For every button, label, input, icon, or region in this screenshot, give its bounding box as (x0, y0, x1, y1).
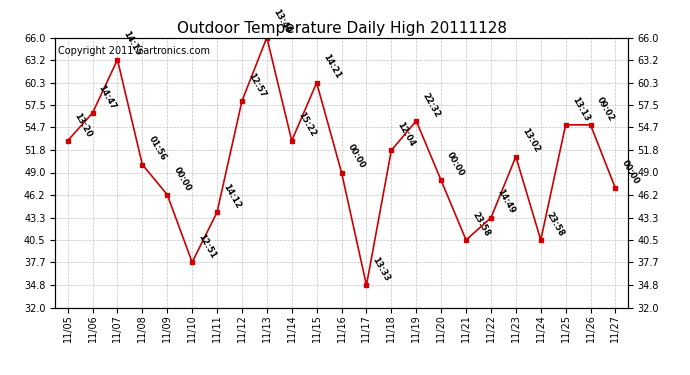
Text: 13:13: 13:13 (570, 95, 591, 123)
Text: 12:51: 12:51 (197, 232, 217, 260)
Text: 14:21: 14:21 (321, 53, 342, 81)
Text: 15:22: 15:22 (296, 111, 317, 139)
Title: Outdoor Temperature Daily High 20111128: Outdoor Temperature Daily High 20111128 (177, 21, 506, 36)
Text: 23:58: 23:58 (545, 210, 566, 238)
Text: 00:00: 00:00 (171, 165, 193, 193)
Text: 00:00: 00:00 (346, 143, 366, 170)
Text: 13:02: 13:02 (520, 127, 541, 154)
Text: 13:20: 13:20 (72, 111, 93, 139)
Text: 00:00: 00:00 (620, 159, 640, 186)
Text: 13:49: 13:49 (271, 8, 292, 35)
Text: Copyright 2011 Cartronics.com: Copyright 2011 Cartronics.com (58, 46, 210, 56)
Text: 09:02: 09:02 (595, 95, 615, 123)
Text: 14:49: 14:49 (495, 188, 516, 216)
Text: 12:57: 12:57 (246, 71, 267, 99)
Text: 00:00: 00:00 (445, 151, 466, 178)
Text: 23:58: 23:58 (470, 210, 491, 238)
Text: 13:33: 13:33 (371, 256, 392, 283)
Text: 12:04: 12:04 (395, 120, 417, 148)
Text: 01:56: 01:56 (146, 135, 168, 162)
Text: 22:32: 22:32 (420, 91, 442, 119)
Text: 14:12: 14:12 (221, 182, 242, 210)
Text: 14:47: 14:47 (97, 83, 118, 111)
Text: 14:15: 14:15 (121, 30, 143, 58)
